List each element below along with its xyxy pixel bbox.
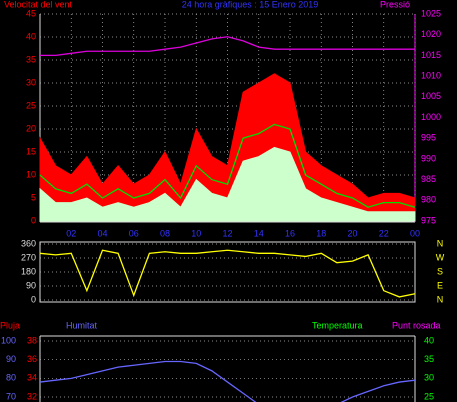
tick-label: 90: [6, 354, 16, 364]
tick-label: 36: [27, 354, 37, 364]
legend-label: Humitat: [66, 320, 98, 330]
tick-label: N: [437, 294, 444, 304]
tick-label: N: [437, 238, 444, 248]
tick-label: 40: [424, 335, 434, 345]
tick-label: 20: [26, 123, 36, 133]
x-tick-label: 08: [160, 228, 170, 238]
x-tick-label: 12: [222, 228, 232, 238]
tick-label: 10: [26, 169, 36, 179]
tick-label: 1010: [421, 70, 441, 80]
tick-label: 1025: [421, 8, 441, 18]
pressure-axis-title: Pressió: [380, 0, 410, 9]
tick-label: S: [437, 266, 443, 276]
x-tick-label: 02: [66, 228, 76, 238]
area: [39, 146, 416, 222]
x-tick-label: 06: [129, 228, 139, 238]
tick-label: 90: [26, 280, 36, 290]
tick-label: 1015: [421, 50, 441, 60]
tick-label: 180: [21, 266, 36, 276]
tick-label: 32: [27, 391, 37, 401]
tick-label: 35: [26, 54, 36, 64]
tick-label: 40: [26, 31, 36, 41]
tick-label: 25: [424, 391, 434, 401]
tick-label: 270: [21, 252, 36, 262]
tick-label: 45: [26, 8, 36, 18]
line: [39, 249, 416, 298]
tick-label: 30: [424, 373, 434, 383]
tick-label: 34: [27, 373, 37, 383]
wind-axis-title: Velocitat del vent: [4, 0, 73, 9]
tick-label: 38: [27, 335, 37, 345]
tick-label: 15: [26, 146, 36, 156]
x-tick-label: 20: [347, 228, 357, 238]
tick-label: 35: [424, 354, 434, 364]
tick-label: 5: [31, 192, 36, 202]
x-tick-label: 14: [254, 228, 264, 238]
x-tick-label: 22: [379, 228, 389, 238]
tick-label: 30: [26, 77, 36, 87]
tick-label: 995: [421, 133, 436, 143]
tick-label: 1020: [421, 29, 441, 39]
x-tick-label: 16: [285, 228, 295, 238]
line: [39, 360, 416, 402]
legend-label: Punt rosada: [392, 320, 441, 330]
tick-label: 1005: [421, 91, 441, 101]
tick-label: 985: [421, 174, 436, 184]
x-tick-label: 10: [191, 228, 201, 238]
tick-label: 975: [421, 215, 436, 225]
chart-title: 24 hora gràfiques : 15 Enero 2019: [182, 0, 319, 9]
x-tick-label: 18: [316, 228, 326, 238]
tick-label: 990: [421, 153, 436, 163]
line: [40, 36, 415, 57]
line: [39, 123, 416, 208]
tick-label: 25: [26, 100, 36, 110]
tick-label: 70: [6, 391, 16, 401]
tick-label: 0: [31, 294, 36, 304]
tick-label: 100: [1, 335, 16, 345]
tick-label: 360: [21, 238, 36, 248]
tick-label: W: [436, 252, 445, 262]
x-tick-label: 04: [97, 228, 107, 238]
tick-label: 0: [31, 215, 36, 225]
legend-label: Pluja: [0, 320, 20, 330]
legend-label: Temperatura: [312, 320, 363, 330]
tick-label: 80: [6, 373, 16, 383]
tick-label: 980: [421, 195, 436, 205]
x-tick-label: 00: [410, 228, 420, 238]
tick-label: 1000: [421, 112, 441, 122]
tick-label: E: [437, 280, 443, 290]
